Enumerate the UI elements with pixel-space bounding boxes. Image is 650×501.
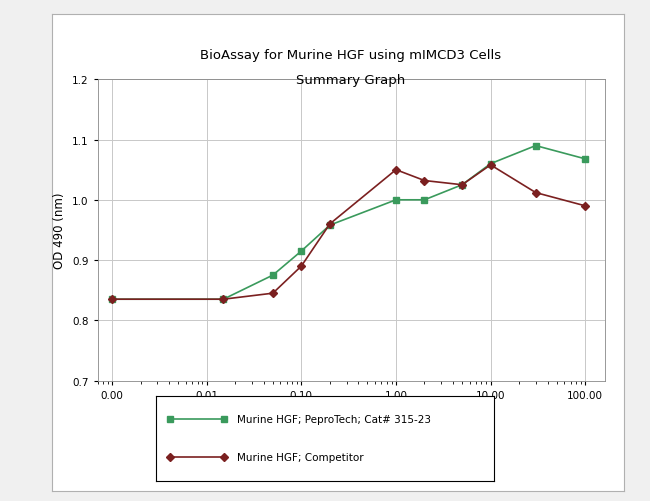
Murine HGF; PeproTech; Cat# 315-23 <box>581 156 589 162</box>
Murine HGF; Competitor <box>532 190 539 196</box>
Murine HGF; Competitor <box>581 203 589 209</box>
Murine HGF; PeproTech; Cat# 315-23 <box>532 143 539 149</box>
Murine HGF; Competitor <box>326 221 333 227</box>
Murine HGF; PeproTech; Cat# 315-23 <box>392 197 400 203</box>
Text: Summary Graph: Summary Graph <box>296 74 406 87</box>
Murine HGF; Competitor <box>109 297 116 303</box>
Y-axis label: OD 490 (nm): OD 490 (nm) <box>53 192 66 269</box>
Line: Murine HGF; PeproTech; Cat# 315-23: Murine HGF; PeproTech; Cat# 315-23 <box>109 143 588 303</box>
Murine HGF; PeproTech; Cat# 315-23 <box>298 248 305 255</box>
Murine HGF; PeproTech; Cat# 315-23 <box>220 297 228 303</box>
Murine HGF; Competitor <box>421 178 428 184</box>
Murine HGF; PeproTech; Cat# 315-23 <box>109 297 116 303</box>
Murine HGF; Competitor <box>392 167 400 173</box>
Text: Murine HGF; Competitor: Murine HGF; Competitor <box>237 452 364 462</box>
Murine HGF; PeproTech; Cat# 315-23 <box>326 222 333 228</box>
Murine HGF; PeproTech; Cat# 315-23 <box>458 182 466 188</box>
Murine HGF; PeproTech; Cat# 315-23 <box>421 197 428 203</box>
Murine HGF; Competitor <box>220 297 228 303</box>
Murine HGF; Competitor <box>298 264 305 270</box>
Murine HGF; PeproTech; Cat# 315-23 <box>487 161 495 167</box>
Line: Murine HGF; Competitor: Murine HGF; Competitor <box>109 163 588 303</box>
Murine HGF; Competitor <box>458 182 466 188</box>
Text: BioAssay for Murine HGF using mIMCD3 Cells: BioAssay for Murine HGF using mIMCD3 Cel… <box>200 49 502 62</box>
X-axis label: m-HGF (ng/ml) (log scale): m-HGF (ng/ml) (log scale) <box>275 405 427 418</box>
Murine HGF; Competitor <box>487 162 495 168</box>
Murine HGF; Competitor <box>269 291 277 297</box>
Text: Murine HGF; PeproTech; Cat# 315-23: Murine HGF; PeproTech; Cat# 315-23 <box>237 414 431 424</box>
Murine HGF; PeproTech; Cat# 315-23 <box>269 273 277 279</box>
